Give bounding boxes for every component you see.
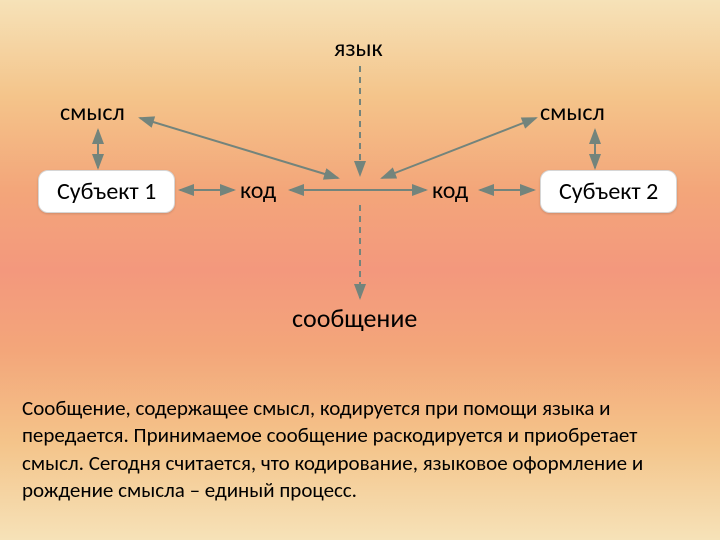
subject-2-label: Субъект 2 — [559, 177, 658, 206]
code-right-label: код — [432, 176, 468, 205]
code-left-label: код — [240, 176, 276, 205]
meaning-left-label: смысл — [60, 98, 125, 127]
subject-1-box: Субъект 1 — [38, 170, 175, 213]
language-label: язык — [334, 34, 383, 63]
description-paragraph: Сообщение, содержащее смысл, кодируется … — [22, 395, 698, 504]
message-label: сообщение — [292, 302, 417, 334]
subject-1-label: Субъект 1 — [57, 177, 156, 206]
subject-2-box: Субъект 2 — [540, 170, 677, 213]
meaning-right-label: смысл — [540, 98, 605, 127]
